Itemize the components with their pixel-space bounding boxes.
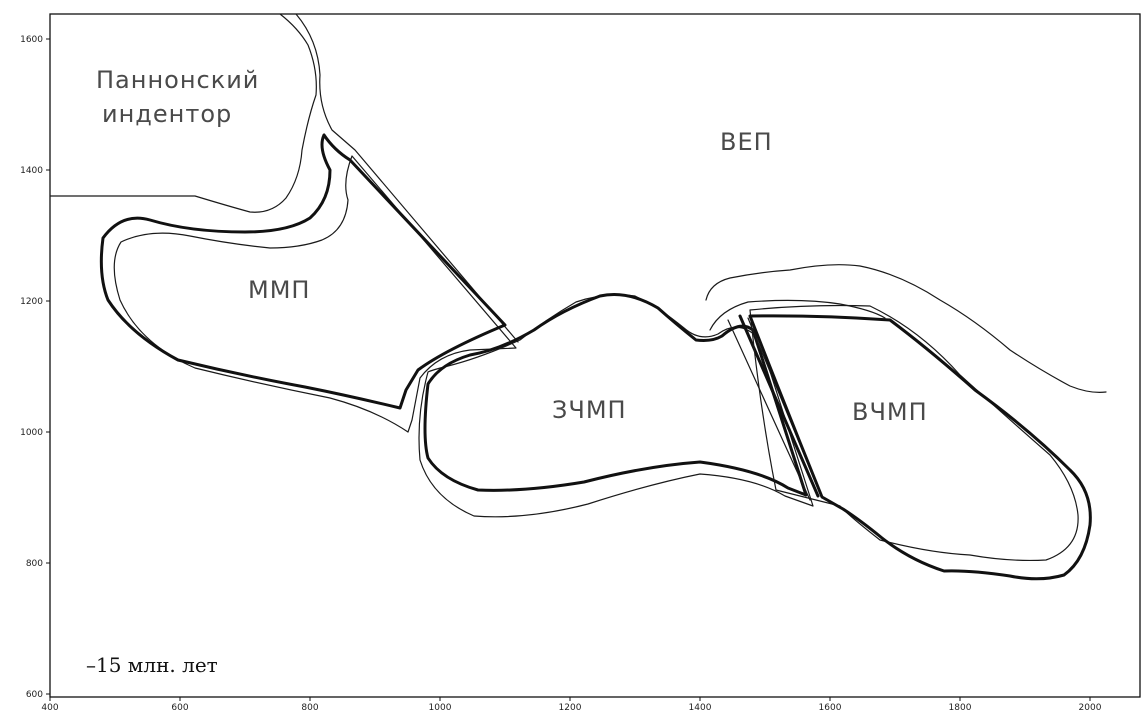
x-tick-label: 400: [41, 703, 58, 713]
region-label-pannonian-line2: индентор: [102, 100, 232, 128]
mmp-outline-thin: [113, 155, 517, 433]
pannonian-boundary: [49, 13, 317, 213]
y-tick-label: 1200: [20, 297, 43, 307]
vep-inner-margin: [709, 299, 886, 331]
region-label-vchmp: ВЧМП: [852, 398, 928, 426]
region-label-vep: ВЕП: [720, 128, 773, 156]
region-label-pannonian: Паннонский: [96, 66, 259, 94]
y-tick-label: 1400: [20, 166, 43, 176]
x-tick-label: 1800: [949, 703, 972, 713]
vep-southern-margin: [705, 264, 1107, 393]
y-tick-label: 1600: [20, 35, 43, 45]
boundary-strip-thin-a: [727, 319, 811, 501]
x-tick-label: 1400: [689, 703, 712, 713]
zchmp-outline-thick: [423, 293, 808, 497]
region-label-mmp: ММП: [248, 276, 310, 304]
y-tick-label: 600: [26, 690, 43, 700]
x-tick-label: 1600: [819, 703, 842, 713]
map-frame: [49, 13, 1141, 698]
y-tick-label: 800: [26, 559, 43, 569]
region-label-zchmp: ЗЧМП: [552, 396, 627, 424]
vchmp-outline-thick: [748, 314, 1092, 581]
boundary-strip-thick: [738, 314, 820, 498]
y-axis: 1600 1400 1200 1000 800 600: [20, 35, 50, 700]
age-caption: –15 млн. лет: [86, 653, 218, 677]
x-tick-label: 600: [171, 703, 188, 713]
x-axis: 400 600 800 1000 1200 1400 1600 1800 200…: [41, 697, 1102, 713]
x-tick-label: 2000: [1079, 703, 1102, 713]
vep-margin-line: [295, 13, 519, 343]
x-tick-label: 1000: [429, 703, 452, 713]
y-tick-label: 1000: [20, 428, 43, 438]
mmp-outline-thick: [99, 133, 507, 410]
x-tick-label: 1200: [559, 703, 582, 713]
x-tick-label: 800: [301, 703, 318, 713]
